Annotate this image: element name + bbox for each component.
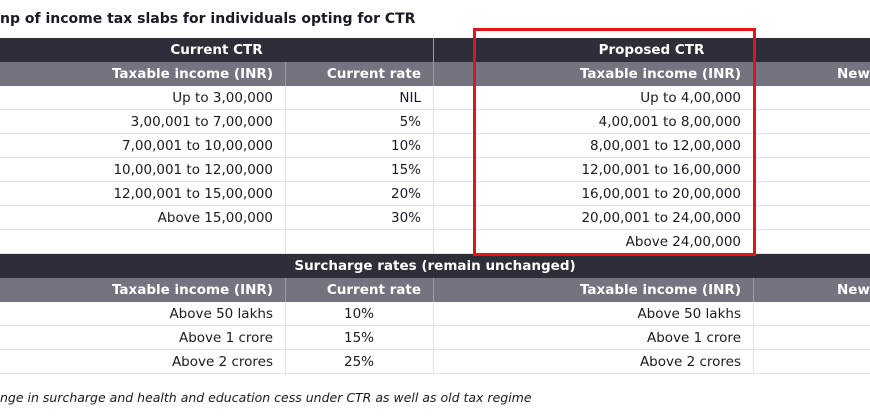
proposed-income-cell: Up to 4,00,000 [640, 90, 741, 106]
current-rate-cell: NIL [399, 90, 421, 106]
column-header-row: Taxable income (INR) Current rate Taxabl… [0, 62, 870, 86]
proposed-income-cell: Above 2 crores [639, 354, 741, 370]
current-income-cell [0, 230, 285, 254]
current-ctr-header: Current CTR [170, 42, 263, 58]
current-rate-cell: 20% [390, 186, 421, 202]
table-row: Above 15,00,000 30% 20,00,001 to 24,00,0… [0, 206, 870, 230]
current-income-cell: Up to 3,00,000 [172, 90, 273, 106]
table-row: 10,00,001 to 12,00,000 15% 12,00,001 to … [0, 158, 870, 182]
footnote: nge in surcharge and health and educatio… [0, 390, 532, 405]
current-income-cell: 12,00,001 to 15,00,000 [113, 186, 273, 202]
new-rate-cell [753, 110, 870, 134]
table-row: 12,00,001 to 15,00,000 20% 16,00,001 to … [0, 182, 870, 206]
proposed-income-cell: 20,00,001 to 24,00,000 [581, 210, 741, 226]
col-header-current-rate: Current rate [326, 282, 421, 298]
new-rate-cell [753, 86, 870, 110]
current-rate-cell: 15% [343, 330, 374, 346]
proposed-ctr-header: Proposed CTR [598, 42, 705, 58]
new-rate-cell [753, 302, 870, 326]
group-header-row: Current CTR Proposed CTR [0, 38, 870, 62]
table-row: Above 2 crores 25% Above 2 crores [0, 350, 870, 374]
current-rate-cell: 10% [343, 306, 374, 322]
new-rate-cell [753, 158, 870, 182]
new-rate-cell [753, 350, 870, 374]
proposed-income-cell: Above 1 crore [646, 330, 741, 346]
col-header-new-rate: New [837, 282, 870, 298]
col-header-current-income: Taxable income (INR) [111, 66, 273, 82]
table-row: 7,00,001 to 10,00,000 10% 8,00,001 to 12… [0, 134, 870, 158]
new-rate-cell [753, 326, 870, 350]
surcharge-header-row: Surcharge rates (remain unchanged) [0, 254, 870, 278]
table-row: Up to 3,00,000 NIL Up to 4,00,000 [0, 86, 870, 110]
new-rate-cell [753, 182, 870, 206]
current-rate-cell: 5% [399, 114, 421, 130]
table-row: Above 24,00,000 [0, 230, 870, 254]
table-row: Above 50 lakhs 10% Above 50 lakhs [0, 302, 870, 326]
proposed-income-cell: Above 24,00,000 [625, 234, 741, 250]
proposed-income-cell: 16,00,001 to 20,00,000 [581, 186, 741, 202]
col-header-current-income: Taxable income (INR) [111, 282, 273, 298]
current-rate-cell: 25% [343, 354, 374, 370]
surcharge-header: Surcharge rates (remain unchanged) [294, 258, 576, 274]
current-rate-cell [285, 230, 433, 254]
surcharge-column-header-row: Taxable income (INR) Current rate Taxabl… [0, 278, 870, 302]
current-income-cell: Above 2 crores [171, 354, 273, 370]
current-income-cell: 3,00,001 to 7,00,000 [130, 114, 273, 130]
proposed-income-cell: 12,00,001 to 16,00,000 [581, 162, 741, 178]
proposed-income-cell: 8,00,001 to 12,00,000 [590, 138, 741, 154]
col-header-current-rate: Current rate [326, 66, 421, 82]
current-income-cell: Above 50 lakhs [169, 306, 273, 322]
new-rate-cell [753, 230, 870, 254]
col-header-new-rate: New [837, 66, 870, 82]
current-rate-cell: 10% [390, 138, 421, 154]
current-income-cell: 7,00,001 to 10,00,000 [122, 138, 273, 154]
table-row: Above 1 crore 15% Above 1 crore [0, 326, 870, 350]
col-header-proposed-income: Taxable income (INR) [579, 282, 741, 298]
page-title: np of income tax slabs for individuals o… [0, 11, 416, 27]
new-rate-cell [753, 206, 870, 230]
current-income-cell: Above 1 crore [178, 330, 273, 346]
current-income-cell: 10,00,001 to 12,00,000 [113, 162, 273, 178]
proposed-income-cell: 4,00,001 to 8,00,000 [598, 114, 741, 130]
current-rate-cell: 30% [390, 210, 421, 226]
table-row: 3,00,001 to 7,00,000 5% 4,00,001 to 8,00… [0, 110, 870, 134]
col-header-proposed-income: Taxable income (INR) [579, 66, 741, 82]
new-rate-cell [753, 134, 870, 158]
tax-slab-table: Current CTR Proposed CTR Taxable income … [0, 38, 870, 374]
current-income-cell: Above 15,00,000 [157, 210, 273, 226]
current-rate-cell: 15% [390, 162, 421, 178]
proposed-income-cell: Above 50 lakhs [637, 306, 741, 322]
